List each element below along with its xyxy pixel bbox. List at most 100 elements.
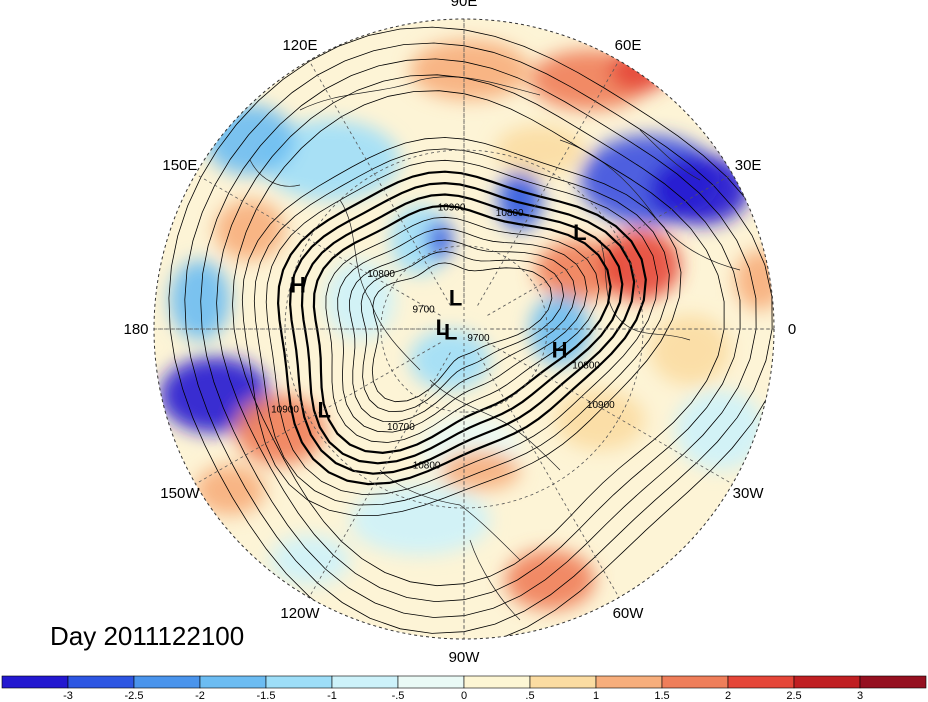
colorbar-label: -3	[63, 690, 73, 702]
height-contour	[312, 204, 612, 455]
coastlines	[249, 76, 741, 621]
colorbar-swatch	[265, 675, 333, 689]
contour-label: 9700	[412, 305, 435, 316]
anomaly-blob	[735, 250, 774, 310]
height-contour	[325, 216, 600, 443]
meridian-line	[487, 173, 733, 316]
meridian-line	[195, 173, 441, 316]
colorbar-swatch	[463, 675, 531, 689]
contour-label: 10800	[572, 361, 600, 372]
height-contour	[265, 159, 658, 496]
height-contour	[276, 170, 647, 486]
colorbar-swatch	[67, 675, 135, 689]
map-boundary	[153, 18, 775, 640]
colorbar-swatch	[595, 675, 663, 689]
contour-label: 9700	[467, 333, 490, 344]
height-contour	[241, 137, 682, 516]
coastline	[299, 76, 541, 111]
colorbar-label: -2.5	[125, 690, 144, 702]
colorbar-swatch	[331, 675, 399, 689]
low-pressure-label: L	[317, 398, 330, 423]
longitude-label: 30E	[735, 157, 762, 174]
meridian-line	[487, 342, 733, 485]
anomaly-blob	[610, 48, 670, 92]
height-contour	[349, 239, 576, 423]
colorbar-label: 2	[725, 690, 731, 702]
contour-label: 10900	[587, 400, 615, 411]
longitude-label: 90W	[449, 649, 481, 666]
colorbar-label: -1	[327, 690, 337, 702]
colorbar-swatch	[133, 675, 201, 689]
meridian-line	[477, 60, 620, 306]
low-pressure-label: L	[449, 286, 462, 311]
anomaly-blob	[650, 315, 730, 385]
coastline	[469, 539, 521, 621]
longitude-label: 150W	[160, 485, 200, 502]
contour-label: 10800	[413, 461, 441, 472]
graticule	[154, 19, 774, 639]
anomaly-blob	[215, 200, 285, 260]
contour-label: 10700	[387, 422, 415, 433]
anomaly-blob	[270, 535, 350, 585]
colorbar-label: 1.5	[654, 690, 669, 702]
coastline	[339, 199, 421, 371]
anomaly-blob	[600, 230, 680, 300]
meridian-line	[195, 342, 441, 485]
longitude-label: 90E	[451, 0, 478, 10]
longitude-labels: 90E 60E 30E 0 30W 60W 90W 120W 150W 180 150E 120E	[123, 0, 796, 666]
height-contour	[337, 228, 588, 433]
longitude-label: 120W	[280, 605, 320, 622]
height-contour	[360, 251, 565, 413]
colorbar-label: .5	[525, 690, 534, 702]
contour-label: 10900	[271, 405, 299, 416]
contour-labels: 10900 10800 10800 9700 9700 10800 10900 10900 10…	[271, 203, 615, 472]
height-contour	[288, 181, 636, 475]
colorbar-label: 1	[593, 690, 599, 702]
height-contour	[300, 193, 624, 465]
colorbar-label: 3	[857, 690, 863, 702]
low-pressure-label: L	[444, 319, 457, 344]
anomaly-blob	[410, 330, 490, 390]
longitude-label: 150E	[162, 157, 197, 174]
low-pressure-label: L	[573, 220, 586, 245]
coastline	[639, 129, 701, 181]
date-title: Day 2011122100	[50, 621, 244, 651]
height-contour	[253, 148, 670, 506]
colorbar-label: -2	[195, 690, 205, 702]
longitude-label: 120E	[282, 37, 317, 54]
contour-label: 10800	[367, 269, 395, 280]
meridian-line	[477, 352, 620, 598]
anomaly-blob	[170, 260, 230, 340]
colorbar-label: 0	[461, 690, 467, 702]
colorbar: -3 -2.5 -2 -1.5 -1 -.5 0 .5 1 1.5 2 2.5 3	[1, 675, 927, 702]
low-pressure-label: L	[436, 315, 449, 340]
coastline	[379, 469, 521, 561]
contour-label: 10800	[496, 208, 524, 219]
colorbar-label: -.5	[392, 690, 405, 702]
anomaly-blob	[495, 125, 585, 175]
colorbar-swatch	[1, 675, 69, 689]
anomaly-blob	[350, 485, 490, 555]
longitude-label: 60W	[613, 605, 645, 622]
high-pressure-label: H	[290, 273, 306, 298]
longitude-label: 30W	[733, 485, 765, 502]
coastline	[249, 159, 301, 187]
colorbar-swatch	[793, 675, 861, 689]
anomaly-blob	[555, 390, 645, 450]
meridian-line	[308, 352, 451, 598]
longitude-label: 0	[788, 321, 796, 338]
colorbar-swatch	[661, 675, 729, 689]
longitude-label: 180	[123, 321, 148, 338]
contour-label: 10900	[438, 203, 466, 214]
colorbar-swatch	[859, 675, 927, 689]
colorbar-label: -1.5	[257, 690, 276, 702]
colorbar-swatch	[199, 675, 267, 689]
coastline	[429, 379, 561, 471]
anomaly-blob	[195, 465, 265, 515]
colorbar-swatch	[397, 675, 465, 689]
anomaly-blob	[325, 260, 395, 340]
anomaly-blob	[505, 550, 595, 610]
longitude-label: 60E	[615, 37, 642, 54]
